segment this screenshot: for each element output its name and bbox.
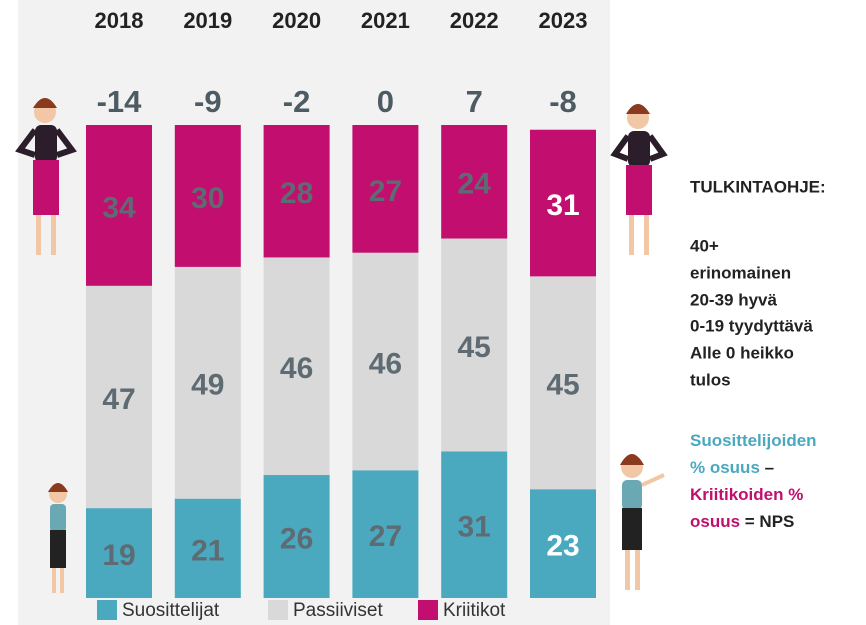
year-label: 2022	[450, 8, 499, 33]
year-label: 2020	[272, 8, 321, 33]
figure-promoter-right	[620, 454, 664, 590]
formula-part: Suosittelijoiden	[690, 431, 817, 450]
segment-label: 31	[458, 511, 491, 544]
legend-label: Passiiviset	[293, 600, 383, 621]
figure-critic-right	[615, 104, 663, 255]
notes: 40+ erinomainen 20-39 hyvä 0-19 tyydyttävä A…	[690, 236, 817, 531]
segment-label: 21	[191, 534, 224, 567]
formula-line: osuus = NPS	[690, 512, 794, 531]
legend-swatch	[97, 600, 117, 620]
formula-part: osuus	[690, 512, 740, 531]
year-label: 2021	[361, 8, 410, 33]
nps-label: 7	[466, 84, 483, 119]
segment-label: 31	[546, 189, 579, 222]
year-label: 2023	[539, 8, 588, 33]
nps-label: 0	[377, 84, 394, 119]
segment-label: 23	[546, 530, 579, 563]
segment-label: 30	[191, 182, 224, 215]
legend-swatch	[418, 600, 438, 620]
formula-line: Suosittelijoiden	[690, 431, 817, 450]
segment-label: 27	[369, 175, 402, 208]
segment-label: 27	[369, 520, 402, 553]
segment-label: 47	[102, 383, 135, 416]
notes-line: erinomainen	[690, 263, 791, 282]
segment-label: 34	[102, 191, 136, 224]
nps-label: -14	[97, 84, 143, 119]
notes-line: 40+	[690, 236, 719, 255]
notes-line: 0-19 tyydyttävä	[690, 316, 813, 335]
page: TULKINTAOHJE: 40+erinomainen20-39 hyvä0-…	[0, 0, 866, 625]
formula-part: Kriitikoiden %	[690, 485, 803, 504]
notes-title: TULKINTAOHJE:	[690, 177, 826, 196]
chart: TULKINTAOHJE: 40+erinomainen20-39 hyvä0-…	[0, 0, 866, 625]
nps-label: -8	[549, 84, 577, 119]
segment-label: 28	[280, 177, 313, 210]
segment-label: 49	[191, 369, 224, 402]
formula-part: % osuus	[690, 458, 760, 477]
segment-label: 24	[458, 168, 492, 201]
segment-label: 45	[546, 369, 579, 402]
legend-label: Kriitikot	[443, 600, 506, 621]
year-label: 2018	[95, 8, 144, 33]
nps-label: -9	[194, 84, 222, 119]
nps-label: -2	[283, 84, 311, 119]
segment-label: 26	[280, 522, 313, 555]
legend-label: Suosittelijat	[122, 600, 220, 621]
formula-part: = NPS	[740, 512, 794, 531]
year-label: 2019	[183, 8, 232, 33]
formula-line: Kriitikoiden %	[690, 485, 803, 504]
notes-line: Alle 0 heikko	[690, 343, 794, 362]
formula-line: % osuus –	[690, 458, 774, 477]
notes-line: 20-39 hyvä	[690, 290, 777, 309]
segment-label: 46	[280, 352, 313, 385]
segment-label: 45	[458, 331, 491, 364]
legend-swatch	[268, 600, 288, 620]
formula-part: –	[760, 458, 774, 477]
segment-label: 19	[102, 539, 135, 572]
segment-label: 46	[369, 347, 402, 380]
notes-line: tulos	[690, 370, 731, 389]
